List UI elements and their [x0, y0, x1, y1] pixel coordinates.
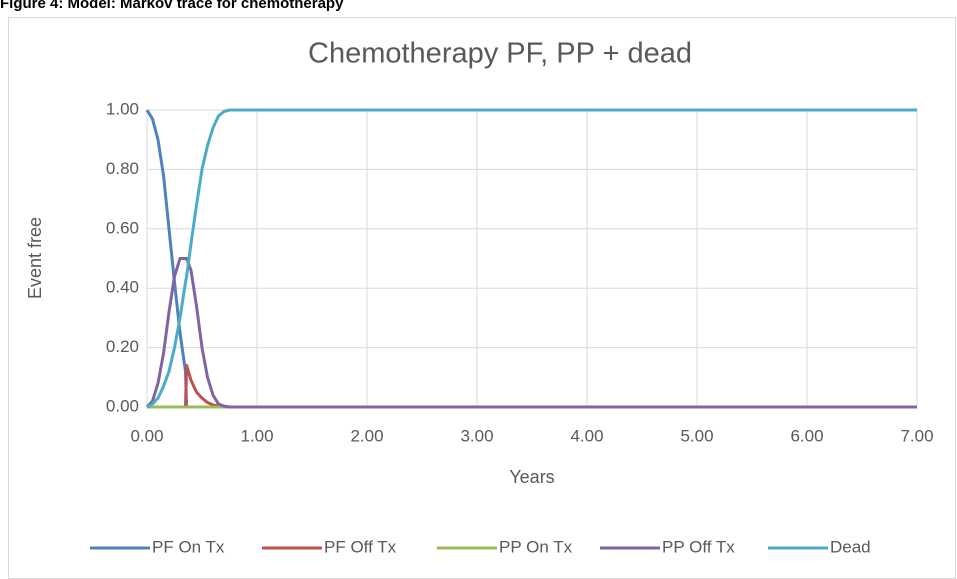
- chart-frame: [8, 17, 956, 579]
- legend-label: PF On Tx: [152, 537, 225, 556]
- y-tick-label: 0.20: [106, 337, 139, 356]
- y-tick-label: 0.80: [106, 159, 139, 178]
- x-tick-label: 1.00: [240, 426, 273, 445]
- legend-label: Dead: [830, 537, 871, 556]
- series-line: [145, 257, 917, 409]
- x-axis-label: Years: [509, 467, 554, 487]
- y-axis-label: Event free: [25, 217, 45, 299]
- x-tick-label: 3.00: [460, 426, 493, 445]
- chart-title: Chemotherapy PF, PP + dead: [308, 38, 692, 70]
- legend-label: PP On Tx: [499, 537, 573, 556]
- y-tick-label: 0.60: [106, 218, 139, 237]
- x-tick-label: 7.00: [900, 426, 933, 445]
- x-tick-label: 6.00: [790, 426, 823, 445]
- y-tick-label: 1.00: [106, 99, 139, 118]
- x-tick-label: 2.00: [350, 426, 383, 445]
- legend-label: PP Off Tx: [662, 537, 735, 556]
- figure-caption: Figure 4: Model: Markov trace for chemot…: [0, 0, 344, 12]
- x-tick-label: 4.00: [570, 426, 603, 445]
- legend-label: PF Off Tx: [324, 537, 397, 556]
- x-tick-label: 0.00: [130, 426, 163, 445]
- series-line: [146, 108, 917, 409]
- x-tick-label: 5.00: [680, 426, 713, 445]
- y-tick-label: 0.40: [106, 278, 139, 297]
- y-tick-label: 0.00: [106, 396, 139, 415]
